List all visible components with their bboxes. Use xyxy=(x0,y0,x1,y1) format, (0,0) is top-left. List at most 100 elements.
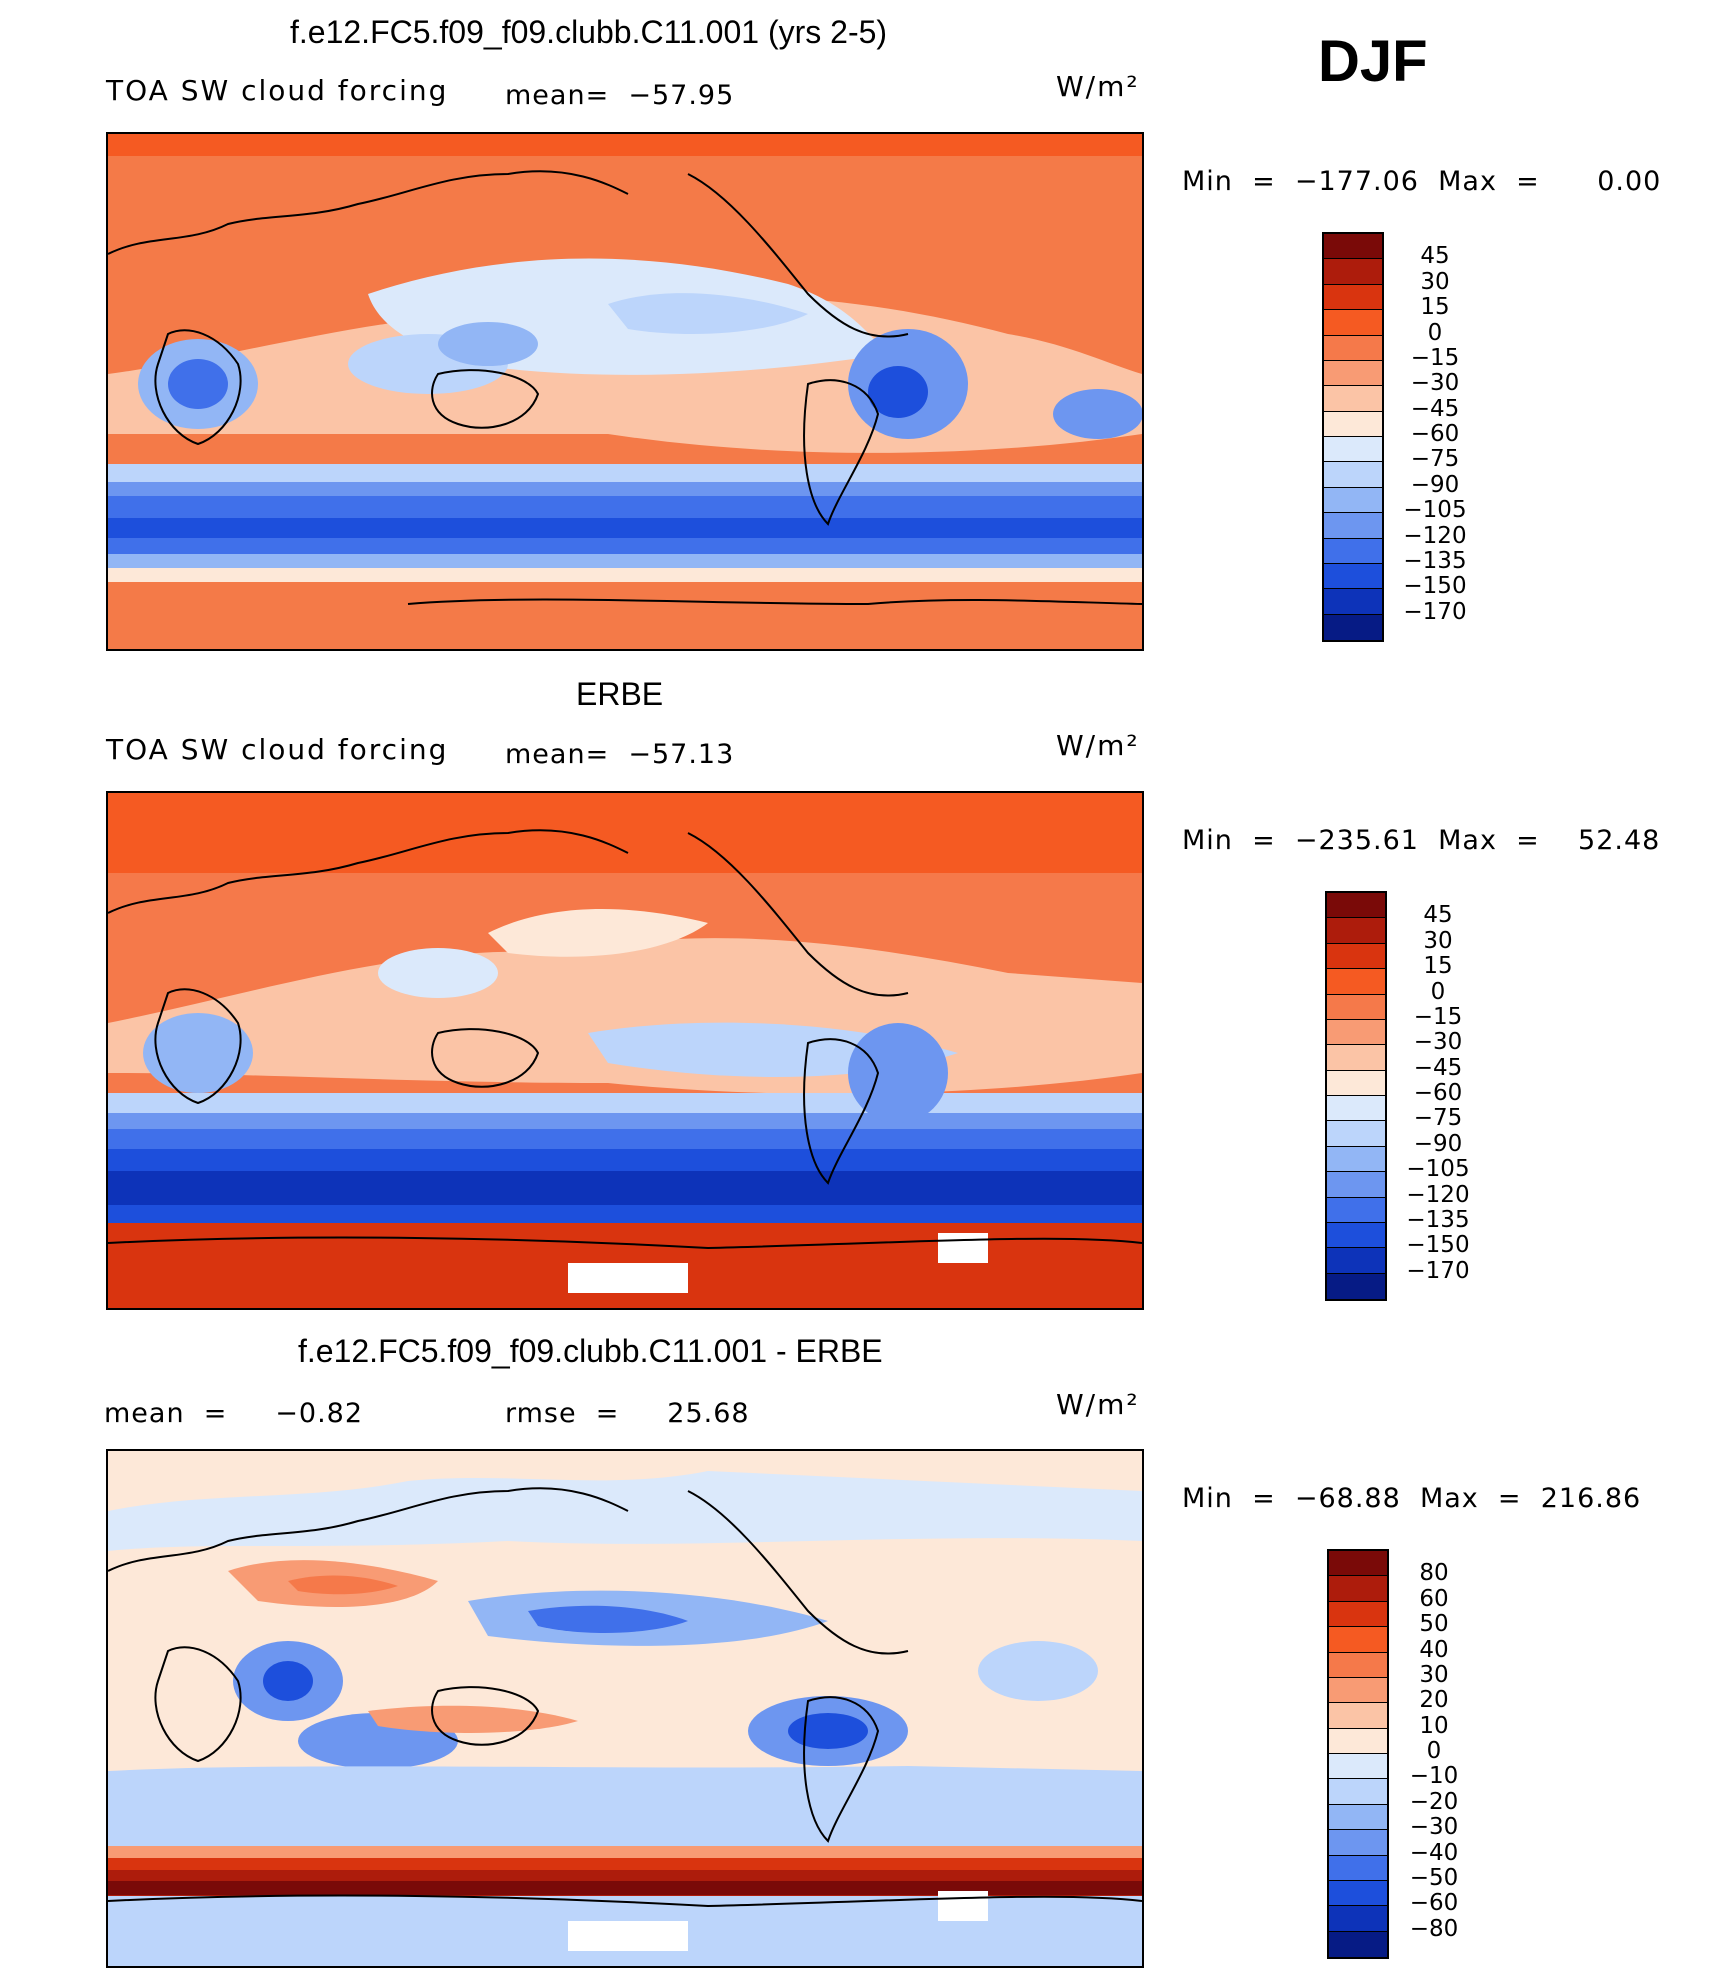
colorbar-box xyxy=(1327,969,1385,995)
panel-2-units: W/m² xyxy=(1056,729,1140,762)
panel-1-map xyxy=(106,132,1144,651)
panel-1-title: f.e12.FC5.f09_f09.clubb.C11.001 (yrs 2-5… xyxy=(290,14,888,50)
colorbar-tick-label: −150 xyxy=(1406,1232,1470,1259)
colorbar-box xyxy=(1329,1855,1387,1881)
panel-2-variable-label: TOA SW cloud forcing xyxy=(106,733,449,766)
panel-1-colorbar xyxy=(1322,232,1384,642)
colorbar-box xyxy=(1327,1070,1385,1096)
colorbar-box xyxy=(1324,234,1382,260)
colorbar-box xyxy=(1327,1273,1385,1299)
colorbar-box xyxy=(1327,1222,1385,1249)
colorbar-box xyxy=(1329,1931,1387,1957)
panel-3-rmse-label: rmse = 25.68 xyxy=(505,1398,750,1429)
colorbar-box xyxy=(1327,1248,1385,1274)
colorbar-tick-label: −135 xyxy=(1403,547,1467,574)
colorbar-box xyxy=(1329,1779,1387,1805)
colorbar-tick-label: −105 xyxy=(1406,1156,1470,1183)
colorbar-tick-label: −10 xyxy=(1409,1763,1459,1790)
colorbar-box xyxy=(1324,437,1382,463)
colorbar-box xyxy=(1327,893,1385,919)
colorbar-tick-label: −170 xyxy=(1403,598,1467,625)
colorbar-box xyxy=(1327,1045,1385,1071)
colorbar-box xyxy=(1329,1703,1387,1729)
colorbar-box xyxy=(1324,335,1382,361)
panel-3-colorbar xyxy=(1327,1549,1389,1959)
colorbar-box xyxy=(1329,1576,1387,1602)
colorbar-box xyxy=(1329,1906,1387,1932)
panel-2-minmax: Min = −235.61 Max = 52.48 xyxy=(1182,825,1661,856)
colorbar-tick-label: 50 xyxy=(1419,1611,1449,1638)
colorbar-box xyxy=(1329,1880,1387,1907)
colorbar-box xyxy=(1327,1019,1385,1046)
colorbar-box xyxy=(1324,538,1382,564)
colorbar-tick-label: 40 xyxy=(1419,1636,1449,1663)
colorbar-box xyxy=(1324,360,1382,387)
panel-2-colorbar-ticks: 45 30 15 0 −15 −30 −45 −60 −75 −90 −105 −120 −135 −15… xyxy=(1393,891,1503,1301)
colorbar-box xyxy=(1327,1197,1385,1223)
colorbar-box xyxy=(1324,386,1382,412)
colorbar-tick-label: 80 xyxy=(1419,1560,1449,1587)
panel-1-units: W/m² xyxy=(1056,70,1140,103)
colorbar-box xyxy=(1324,310,1382,336)
colorbar-tick-label: 20 xyxy=(1419,1687,1449,1714)
colorbar-tick-label: −15 xyxy=(1413,1003,1463,1030)
colorbar-box xyxy=(1324,614,1382,640)
colorbar-tick-label: 30 xyxy=(1419,1661,1449,1688)
colorbar-tick-label: −120 xyxy=(1403,522,1467,549)
panel-3-map xyxy=(106,1449,1144,1968)
colorbar-box xyxy=(1329,1830,1387,1856)
colorbar-tick-label: 0 xyxy=(1430,978,1446,1005)
colorbar-tick-label: −80 xyxy=(1409,1915,1459,1942)
colorbar-tick-label: 60 xyxy=(1419,1585,1449,1612)
colorbar-box xyxy=(1327,1172,1385,1198)
season-label: DJF xyxy=(1318,29,1428,94)
colorbar-tick-label: −90 xyxy=(1413,1130,1463,1157)
colorbar-tick-label: −30 xyxy=(1413,1029,1463,1056)
colorbar-tick-label: −60 xyxy=(1409,1890,1459,1917)
colorbar-tick-label: 45 xyxy=(1420,243,1450,270)
panel-3-mean-label: mean = −0.82 xyxy=(104,1398,364,1429)
colorbar-tick-label: −15 xyxy=(1410,344,1460,371)
colorbar-tick-label: 15 xyxy=(1423,953,1453,980)
colorbar-tick-label: 0 xyxy=(1427,319,1443,346)
panel-3-minmax: Min = −68.88 Max = 216.86 xyxy=(1182,1483,1642,1514)
colorbar-tick-label: −75 xyxy=(1413,1105,1463,1132)
colorbar-tick-label: 10 xyxy=(1419,1712,1449,1739)
colorbar-box xyxy=(1329,1754,1387,1780)
colorbar-box xyxy=(1327,943,1385,970)
panel-1-minmax: Min = −177.06 Max = 0.00 xyxy=(1182,166,1662,197)
colorbar-box xyxy=(1327,1146,1385,1173)
colorbar-box xyxy=(1324,411,1382,437)
panel-1-colorbar-ticks: 45 30 15 0 −15 −30 −45 −60 −75 −90 −105 −120 −135 −15… xyxy=(1390,232,1500,642)
panel-2-map xyxy=(106,791,1144,1310)
colorbar-box xyxy=(1324,259,1382,285)
colorbar-tick-label: 15 xyxy=(1420,294,1450,321)
panel-2-colorbar xyxy=(1325,891,1387,1301)
colorbar-tick-label: −75 xyxy=(1410,446,1460,473)
panel-1-mean-label: mean= −57.95 xyxy=(505,80,735,111)
colorbar-tick-label: −150 xyxy=(1403,573,1467,600)
colorbar-tick-label: −60 xyxy=(1413,1080,1463,1106)
colorbar-box xyxy=(1329,1601,1387,1628)
panel-3-units: W/m² xyxy=(1056,1388,1140,1421)
colorbar-box xyxy=(1329,1551,1387,1577)
panel-3-colorbar-ticks: 80 60 50 40 30 20 10 0 −10 −20 −30 −40 −50 −60 −80 xyxy=(1389,1549,1499,1959)
colorbar-tick-label: −20 xyxy=(1409,1788,1459,1815)
colorbar-box xyxy=(1324,487,1382,514)
colorbar-tick-label: −170 xyxy=(1406,1257,1470,1284)
colorbar-tick-label: −60 xyxy=(1410,421,1460,447)
colorbar-tick-label: −50 xyxy=(1409,1864,1459,1891)
colorbar-box xyxy=(1327,918,1385,944)
colorbar-box xyxy=(1324,563,1382,590)
colorbar-tick-label: −30 xyxy=(1409,1814,1459,1841)
colorbar-box xyxy=(1327,994,1385,1020)
colorbar-box xyxy=(1327,1121,1385,1147)
colorbar-box xyxy=(1329,1728,1387,1754)
colorbar-box xyxy=(1329,1804,1387,1831)
colorbar-tick-label: 30 xyxy=(1423,927,1453,954)
colorbar-tick-label: −105 xyxy=(1403,497,1467,524)
colorbar-tick-label: −30 xyxy=(1410,370,1460,397)
colorbar-tick-label: −40 xyxy=(1409,1839,1459,1866)
colorbar-tick-label: −120 xyxy=(1406,1181,1470,1208)
colorbar-tick-label: 30 xyxy=(1420,268,1450,295)
